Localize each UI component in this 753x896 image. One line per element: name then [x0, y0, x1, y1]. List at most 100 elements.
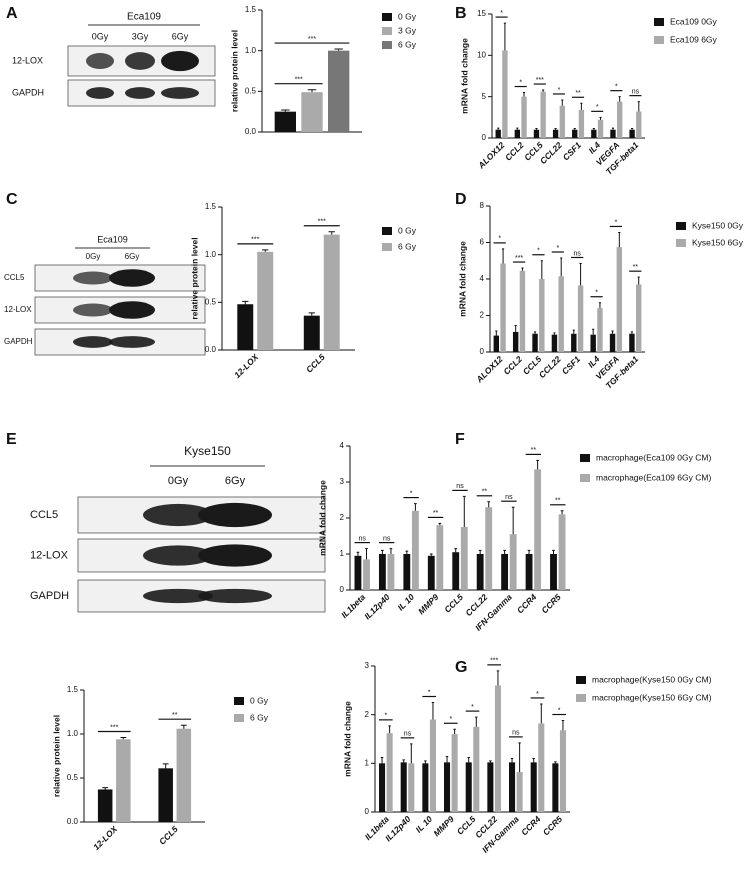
error-bar	[388, 725, 391, 734]
bar	[610, 129, 616, 138]
bar	[97, 789, 113, 822]
bar	[500, 263, 506, 352]
bar	[465, 762, 472, 812]
y-tick-label: 1.5	[245, 5, 257, 14]
y-tick-label: 0.0	[245, 127, 257, 136]
error-bar	[579, 262, 582, 286]
bar	[534, 469, 542, 590]
significance-label: *	[384, 713, 387, 720]
error-bar	[580, 102, 583, 110]
legend-label: macrophage(Kyse150 0Gy CM)	[592, 674, 712, 684]
significance-label: ns	[512, 730, 520, 737]
bar	[408, 763, 415, 812]
error-bar	[467, 756, 470, 763]
error-bar	[598, 302, 602, 309]
x-tick-label: CCL5	[157, 824, 180, 847]
bar	[485, 507, 493, 590]
y-tick-label: 0	[480, 347, 485, 356]
legend-swatch	[382, 227, 392, 235]
bar	[460, 527, 468, 590]
legend-label: 6 Gy	[398, 39, 417, 49]
y-axis-title: relative protein level	[229, 30, 239, 112]
blot-lane-label: 6Gy	[225, 475, 246, 487]
error-bar	[489, 760, 492, 763]
bar	[354, 555, 362, 590]
bar	[578, 109, 585, 138]
blot-cell-line: Eca109	[127, 12, 161, 23]
y-axis-title: mRNA fold change	[459, 38, 469, 114]
legend-label: macrophage(Kyse150 6Gy CM)	[592, 692, 712, 702]
blot-band	[109, 301, 155, 319]
error-bar	[542, 89, 545, 92]
error-bar	[307, 89, 317, 93]
error-bar	[120, 737, 127, 740]
bar	[530, 762, 537, 812]
significance-label: **	[172, 712, 178, 719]
y-tick-label: 0.0	[67, 817, 79, 826]
significance-label: ***	[251, 237, 259, 244]
error-bar	[429, 553, 433, 556]
y-tick-label: 0	[482, 133, 487, 142]
significance-label: *	[498, 236, 501, 243]
blot-band	[86, 53, 114, 69]
x-tick-label: MMP9	[416, 592, 441, 617]
blot-row-label: CCL5	[4, 273, 25, 282]
error-bar	[501, 248, 505, 264]
bar	[379, 763, 386, 812]
error-bar	[445, 756, 449, 763]
x-tick-label: CCL2	[501, 354, 524, 377]
significance-label: ns	[573, 250, 581, 257]
y-tick-label: 3	[365, 661, 370, 670]
significance-label: *	[500, 10, 503, 17]
error-bar	[592, 127, 595, 130]
legend-label: macrophage(Eca109 0Gy CM)	[596, 452, 711, 462]
significance-label: *	[519, 79, 522, 86]
x-tick-label: CCL5	[304, 352, 327, 375]
error-bar	[611, 127, 615, 130]
y-tick-label: 0.5	[205, 297, 217, 306]
y-tick-label: 0	[340, 585, 345, 594]
error-bar	[540, 260, 543, 279]
blot-row-label: 12-LOX	[30, 549, 69, 561]
significance-label: ***	[295, 77, 303, 84]
bar	[494, 685, 501, 812]
bar	[403, 554, 411, 590]
bar	[559, 730, 566, 812]
x-tick-label: CCR4	[515, 592, 539, 616]
x-tick-label: CSF1	[561, 140, 584, 163]
bar	[550, 554, 557, 590]
significance-label: **	[575, 90, 581, 97]
bar	[590, 334, 596, 352]
x-tick-label: CCL5	[442, 592, 465, 615]
legend-label: 0 Gy	[398, 11, 417, 21]
legend-label: 0 Gy	[250, 695, 269, 705]
error-bar	[503, 549, 506, 554]
bar	[558, 276, 564, 352]
bar	[616, 101, 623, 138]
legend-swatch	[382, 41, 392, 49]
bar	[571, 333, 577, 352]
blot-band	[125, 52, 155, 70]
error-bar	[533, 331, 537, 334]
bar	[422, 763, 429, 812]
error-bar	[454, 548, 458, 553]
significance-label: ns	[383, 535, 391, 542]
blot-band	[198, 502, 272, 528]
error-bar	[561, 99, 564, 106]
significance-label: *	[558, 707, 561, 714]
error-bar	[518, 742, 521, 773]
significance-label: ***	[318, 219, 326, 226]
blot-band	[73, 303, 113, 317]
bar	[516, 772, 523, 812]
error-bar	[536, 459, 539, 470]
error-bar	[511, 506, 515, 535]
x-tick-label: CCL2	[503, 140, 526, 163]
panel-letter: A	[6, 5, 18, 22]
legend-swatch	[580, 454, 590, 462]
y-tick-label: 2	[340, 513, 345, 522]
error-bar	[554, 761, 557, 764]
y-tick-label: 0.5	[245, 86, 257, 95]
error-bar	[516, 127, 519, 130]
error-bar	[495, 330, 498, 336]
significance-label: **	[433, 510, 439, 517]
